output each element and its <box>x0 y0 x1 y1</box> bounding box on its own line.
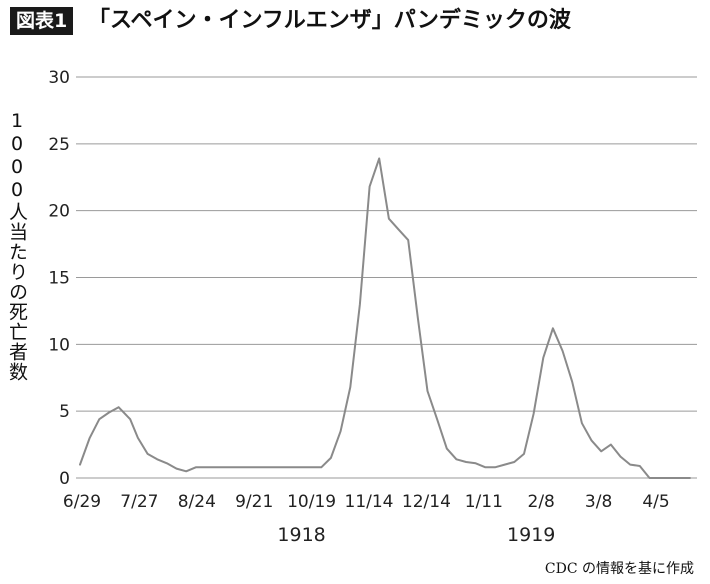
x-tick-label: 9/21 <box>235 492 273 512</box>
x-tick-label: 3/8 <box>585 492 612 512</box>
x-tick-label: 8/24 <box>178 492 216 512</box>
y-tick-label: 5 <box>59 402 70 422</box>
year-labels: 1918 1919 <box>277 524 555 546</box>
grid-lines <box>76 76 697 479</box>
chart-title: 「スペイン・インフルエンザ」パンデミックの波 <box>88 8 571 33</box>
y-tick-label: 20 <box>48 202 70 222</box>
x-tick-label: 10/19 <box>287 492 336 512</box>
y-axis-label: 1000人当たりの死亡者数 <box>6 110 28 382</box>
x-tick-labels: 6/29 7/27 8/24 9/21 10/19 11/14 12/14 1/11 2/8 3/… <box>63 492 670 512</box>
y-tick-label: 10 <box>48 335 70 355</box>
y-tick-label: 15 <box>48 269 70 289</box>
source-note: CDC の情報を基に作成 <box>544 561 694 577</box>
x-tick-label: 4/5 <box>642 492 669 512</box>
x-tick-label: 7/27 <box>120 492 158 512</box>
x-tick-label: 12/14 <box>402 492 451 512</box>
x-tick-label: 1/11 <box>465 492 503 512</box>
series-line <box>79 157 691 479</box>
x-tick-label: 11/14 <box>345 492 394 512</box>
y-tick-label: 25 <box>48 135 70 155</box>
y-tick-labels: 0 5 10 15 20 25 30 <box>48 68 70 489</box>
year-label: 1918 <box>277 524 325 546</box>
figure-label: 図表1 <box>10 7 74 35</box>
x-tick-label: 2/8 <box>528 492 555 512</box>
series-lines <box>79 157 691 479</box>
y-tick-label: 30 <box>48 68 70 88</box>
y-tick-label: 0 <box>59 469 70 489</box>
x-tick-label: 6/29 <box>63 492 101 512</box>
year-label: 1919 <box>507 524 555 546</box>
